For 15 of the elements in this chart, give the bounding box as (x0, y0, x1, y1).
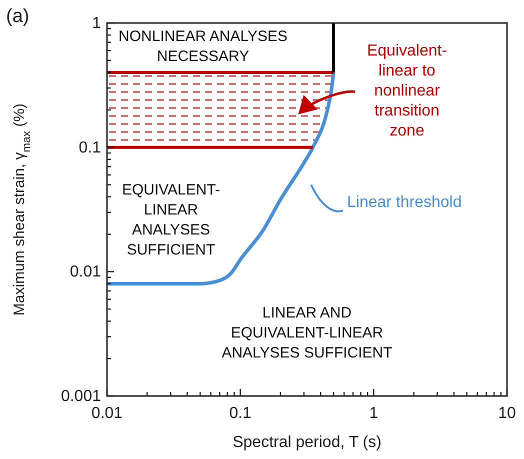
text: (a) (6, 6, 30, 27)
annotation: NONLINEAR ANALYSES NECESSARY (118, 28, 288, 65)
x-axis-title: Spectral period, T (s) (232, 434, 382, 451)
legend-label: Linear threshold (347, 194, 462, 212)
y-tick-label: 1 (92, 15, 102, 32)
y-tick-label: 0.001 (60, 388, 102, 405)
annotation: EQUIVALENT- LINEAR ANALYSES SUFFICIENT (122, 182, 220, 259)
x-tick-label: 1 (369, 405, 378, 422)
x-tick-label: 10 (498, 405, 516, 422)
y-tick-label: 0.01 (70, 264, 102, 281)
x-tick-label: 0.1 (229, 405, 252, 422)
band-label: Equivalent- linear to nonlinear transition zone (366, 42, 448, 140)
annotation: LINEAR AND EQUIVALENT-LINEAR ANALYSES SUFFICIENT (222, 304, 392, 362)
x-tick-label: 0.01 (91, 405, 123, 422)
y-tick-label: 0.1 (78, 139, 102, 156)
